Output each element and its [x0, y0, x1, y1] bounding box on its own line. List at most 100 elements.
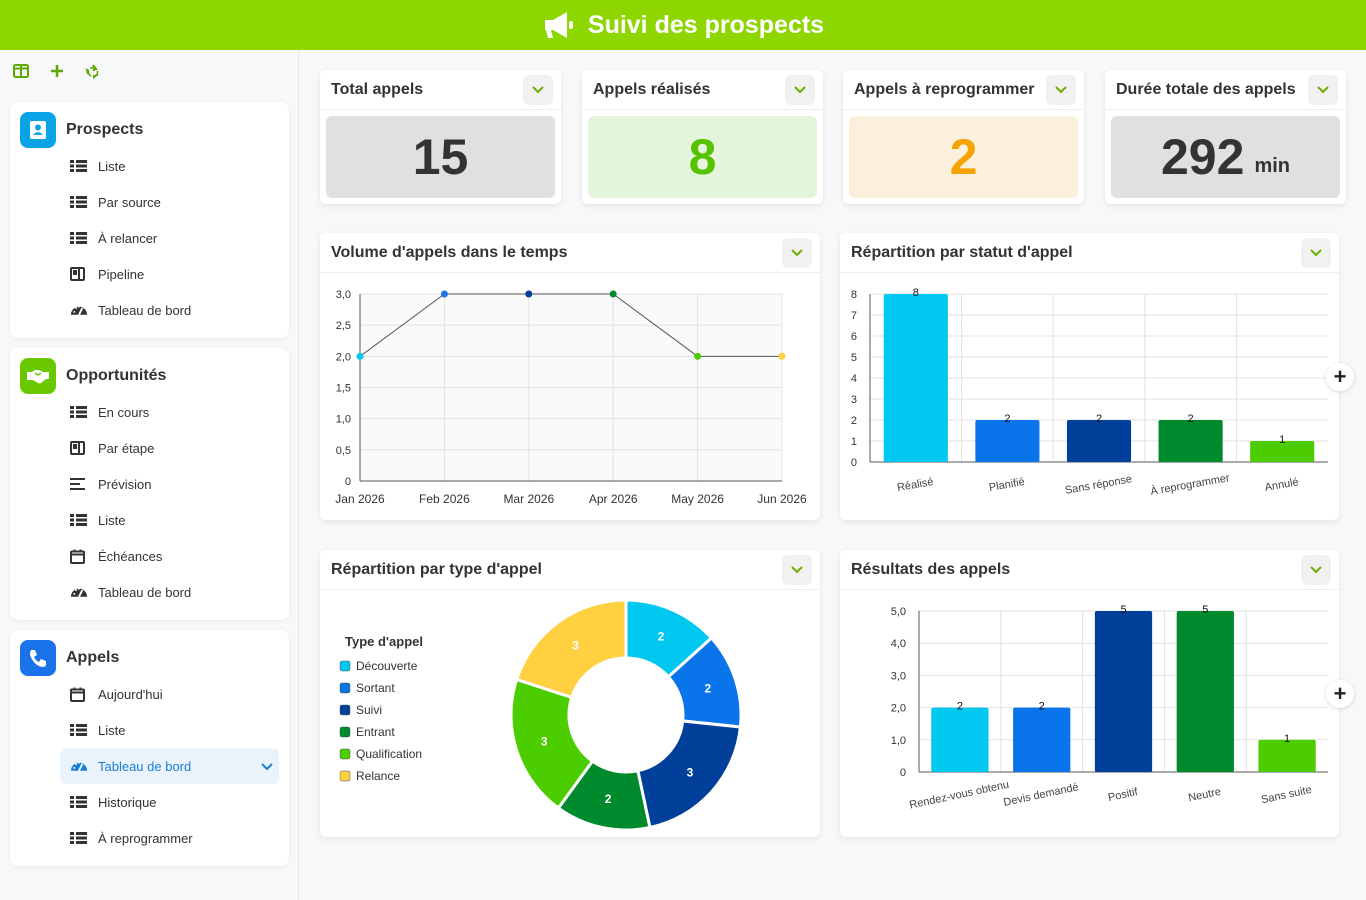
contact-icon [20, 112, 56, 148]
legend-swatch [339, 660, 351, 672]
list-icon [70, 512, 88, 528]
list-icon [70, 194, 88, 210]
sidebar-group-appels: Appels Aujourd'hui Liste Tableau de bord… [10, 630, 289, 866]
refresh-button[interactable] [84, 62, 102, 80]
data-label: 2 [1039, 701, 1045, 713]
sidebar-item-prospects-pipeline[interactable]: Pipeline [60, 256, 279, 292]
card-header: Durée totale des appels [1105, 70, 1346, 110]
data-point [525, 290, 533, 298]
sidebar-item-prospects-par-source[interactable]: Par source [60, 184, 279, 220]
y-tick-label: 0 [900, 767, 906, 779]
card-menu-button[interactable] [782, 238, 812, 268]
sidebar-toolbar [0, 50, 298, 92]
chevron-down-icon [1317, 86, 1329, 94]
group-title: Appels [66, 649, 120, 666]
series-line [359, 293, 782, 357]
sidebar-item-opportunites-en-cours[interactable]: En cours [60, 394, 279, 430]
y-tick-label: 8 [851, 289, 857, 301]
sidebar-item-appels-liste[interactable]: Liste [60, 712, 279, 748]
sidebar-item-opportunites-prevision[interactable]: Prévision [60, 466, 279, 502]
sidebar-item-label: Liste [98, 158, 126, 174]
kpi-title: Durée totale des appels [1116, 80, 1296, 98]
data-point [356, 352, 364, 360]
sidebar-item-appels-tableau-de-bord[interactable]: Tableau de bord [60, 748, 279, 784]
group-header-opportunites[interactable]: Opportunités [10, 358, 289, 394]
bar-chart-resultats: 0 1,0 2,0 3,0 4,0 5,0 2 Rendez-vous obtenu 2 Devi… [891, 604, 1328, 812]
kpi-unit: min [1254, 154, 1290, 177]
chart-card-volume: Volume d'appels dans le temps 0 0,5 1,0 1,5… [320, 233, 820, 520]
slice-label: 2 [658, 629, 665, 643]
kpi-value: 2 [949, 129, 978, 185]
data-point [694, 352, 702, 360]
bar [883, 294, 948, 462]
sidebar-item-appels-aujourdhui[interactable]: Aujourd'hui [60, 676, 279, 712]
add-widget-button[interactable]: + [1326, 680, 1354, 708]
y-tick-label: 3,0 [336, 289, 351, 301]
sidebar-item-prospects-liste[interactable]: Liste [60, 148, 279, 184]
x-tick-label: Sans réponse [1064, 473, 1133, 497]
kpi-value-box: 8 [588, 116, 817, 198]
y-tick-label: 0 [851, 457, 857, 469]
card-menu-button[interactable] [1301, 238, 1331, 268]
kpi-title: Total appels [331, 80, 424, 98]
sidebar-item-opportunites-echeances[interactable]: Échéances [60, 538, 279, 574]
data-label: 5 [1120, 604, 1126, 616]
group-header-prospects[interactable]: Prospects [10, 112, 289, 148]
legend-label: Qualification [356, 747, 422, 761]
bar [1094, 611, 1153, 772]
sidebar-item-label: Aujourd'hui [98, 686, 163, 702]
card-menu-button[interactable] [1308, 75, 1338, 105]
kpi-value: 8 [688, 129, 717, 185]
x-tick-label: Positif [1107, 786, 1140, 804]
sidebar-item-label: Par étape [98, 440, 155, 456]
y-tick-label: 7 [851, 310, 857, 322]
chevron-down-icon [532, 86, 544, 94]
bar [1066, 420, 1132, 462]
kanban-icon [70, 266, 88, 282]
y-tick-label: 4 [851, 373, 857, 385]
legend-swatch [339, 704, 351, 716]
toggle-sidebar-button[interactable] [12, 62, 30, 80]
donut-slice [514, 598, 628, 700]
chevron-down-icon [1310, 249, 1322, 257]
x-tick-label: À reprogrammer [1149, 471, 1230, 498]
sidebar: Prospects Liste Par source À relancer Pi… [0, 50, 299, 900]
kpi-title: Appels à reprogrammer [854, 80, 1035, 98]
legend-title: Type d'appel [345, 634, 423, 649]
x-tick-label: Rendez-vous obtenu [908, 779, 1010, 812]
sidebar-item-label: Liste [98, 512, 126, 528]
sidebar-item-label: Pipeline [98, 266, 145, 282]
card-menu-button[interactable] [1301, 555, 1331, 585]
sidebar-item-opportunites-par-etape[interactable]: Par étape [60, 430, 279, 466]
group-header-appels[interactable]: Appels [10, 640, 289, 676]
y-tick-label: 0,5 [336, 445, 351, 457]
kpi-value: 15 [412, 129, 469, 185]
card-menu-button[interactable] [785, 75, 815, 105]
data-point [609, 290, 617, 298]
line-chart: 0 0,5 1,0 1,5 2,0 2,5 3,0 Jan 2026 Feb 2026 Mar 2… [335, 289, 807, 506]
chevron-down-icon[interactable] [261, 759, 273, 774]
card-header: Appels réalisés [582, 70, 823, 110]
x-tick-label: Annulé [1264, 476, 1300, 494]
sidebar-item-opportunites-tableau-de-bord[interactable]: Tableau de bord [60, 574, 279, 610]
list-icon [70, 404, 88, 420]
x-tick-label: Devis demandé [1002, 781, 1079, 809]
sidebar-item-appels-historique[interactable]: Historique [60, 784, 279, 820]
card-menu-button[interactable] [782, 555, 812, 585]
add-widget-button[interactable]: + [1326, 363, 1354, 391]
card-menu-button[interactable] [523, 75, 553, 105]
lines-icon [70, 476, 88, 492]
bar [1176, 611, 1234, 772]
add-button[interactable] [48, 62, 66, 80]
x-tick-label: Mar 2026 [503, 492, 554, 506]
sidebar-item-prospects-tableau-de-bord[interactable]: Tableau de bord [60, 292, 279, 328]
y-tick-label: 2,0 [891, 703, 906, 715]
sidebar-item-opportunites-liste[interactable]: Liste [60, 502, 279, 538]
sidebar-item-prospects-a-relancer[interactable]: À relancer [60, 220, 279, 256]
card-menu-button[interactable] [1046, 75, 1076, 105]
x-tick-label: Jan 2026 [335, 492, 385, 506]
legend-label: Sortant [356, 681, 395, 695]
sidebar-item-appels-a-reprogrammer[interactable]: À reprogrammer [60, 820, 279, 856]
y-tick-label: 2,5 [336, 320, 351, 332]
sidebar-group-opportunites: Opportunités En cours Par étape Prévisio… [10, 348, 289, 620]
